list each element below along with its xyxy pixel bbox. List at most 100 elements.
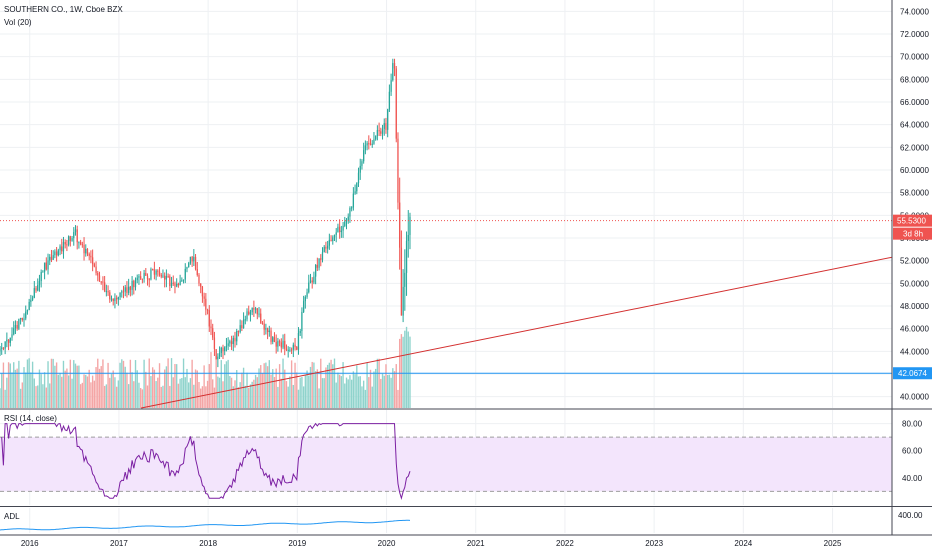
volume-bar (188, 382, 190, 408)
volume-bar (49, 383, 51, 408)
volume-bar (333, 358, 336, 408)
time-tick: 2024 (734, 539, 752, 548)
candle-body (167, 276, 169, 278)
candle-body (181, 280, 183, 282)
volume-bar (218, 377, 221, 408)
volume-bar (136, 370, 138, 408)
volume-bar (38, 369, 41, 408)
candle-body (31, 297, 34, 300)
volume-bar (107, 362, 109, 408)
volume-bar (64, 370, 66, 408)
trend-line[interactable] (141, 256, 893, 409)
candle-body (172, 282, 174, 284)
volume-bar (359, 376, 361, 408)
candle-body (112, 298, 114, 302)
volume-bar (193, 384, 195, 408)
price-tick: 72.0000 (900, 30, 929, 39)
volume-legend[interactable]: Vol (20) (4, 18, 32, 27)
volume-bar (273, 377, 276, 408)
candle-body (193, 256, 195, 262)
candle-body (162, 275, 164, 277)
candlestick-series (0, 58, 411, 368)
volume-bar (150, 376, 152, 408)
volume-bar (163, 369, 166, 408)
candle-body (404, 272, 406, 287)
rsi-legend[interactable]: RSI (14, close) (4, 414, 57, 423)
volume-bar (311, 361, 313, 408)
candle-body (176, 283, 178, 287)
volume-bar (272, 369, 274, 408)
volume-bar (208, 364, 210, 408)
time-tick: 2023 (645, 539, 663, 548)
volume-bar (98, 368, 101, 408)
volume-bar (143, 359, 145, 408)
volume-bar (371, 386, 373, 408)
volume-bar (43, 372, 46, 408)
candle-body (138, 276, 140, 278)
volume-bar (225, 361, 228, 408)
candle-body (297, 332, 300, 350)
candle-body (284, 340, 286, 349)
candle-body (88, 254, 90, 256)
volume-bar (332, 364, 334, 408)
volume-bar (1, 373, 3, 408)
volume-bar (172, 377, 174, 408)
volume-bar (393, 371, 396, 408)
volume-bar (42, 384, 44, 408)
candle-body (227, 343, 229, 346)
candle-body (301, 311, 303, 331)
candle-body (146, 275, 149, 280)
volume-bar (340, 376, 343, 408)
volume-bar (181, 378, 183, 408)
time-axis[interactable]: 2016 2017 2018 2019 2020 2021 2022 2023 2024 2025 (21, 539, 842, 548)
volume-bar (232, 386, 234, 408)
volume-bar (354, 374, 356, 408)
volume-bar (52, 358, 54, 408)
candle-body (299, 330, 301, 333)
candle-body (260, 313, 262, 323)
candle-body (261, 322, 264, 324)
volume-bar (314, 371, 317, 408)
volume-bar (2, 362, 5, 408)
candle-body (26, 310, 29, 312)
volume-bar (19, 388, 22, 408)
price-axis[interactable]: 40.000042.000044.000046.000048.000050.00… (900, 7, 929, 401)
candle-body (55, 251, 58, 256)
volume-bar (320, 358, 322, 408)
candle-body (256, 308, 258, 315)
candle-body (141, 278, 144, 280)
candle-body (14, 325, 17, 329)
volume-bar (21, 382, 23, 408)
volume-bar (119, 362, 121, 408)
candle-body (206, 309, 209, 311)
candle-body (86, 248, 89, 255)
candle-body (363, 150, 365, 162)
symbol-title[interactable]: SOUTHERN CO., 1W, Cboe BZX (4, 5, 123, 14)
candle-body (241, 325, 243, 329)
volume-bar (313, 362, 315, 408)
candle-body (50, 256, 53, 260)
volume-bar (364, 389, 367, 408)
candle-body (249, 312, 252, 315)
candle-body (11, 334, 13, 338)
volume-bar (139, 388, 142, 408)
candle-body (253, 307, 255, 310)
candle-body (400, 247, 403, 316)
candle-body (222, 347, 224, 352)
candle-body (242, 319, 245, 329)
adl-legend[interactable]: ADL (4, 512, 20, 521)
volume-bar (284, 369, 286, 408)
candle-body (407, 234, 409, 241)
candle-body (318, 258, 320, 268)
volume-bar (294, 362, 296, 408)
candle-body (165, 276, 168, 280)
volume-bar (153, 369, 156, 408)
candle-body (392, 63, 394, 81)
volume-bar (100, 366, 102, 408)
volume-bar (127, 384, 130, 408)
countdown-label: 3d 8h (903, 230, 923, 239)
volume-bar (59, 373, 61, 408)
volume-bar (151, 367, 154, 408)
